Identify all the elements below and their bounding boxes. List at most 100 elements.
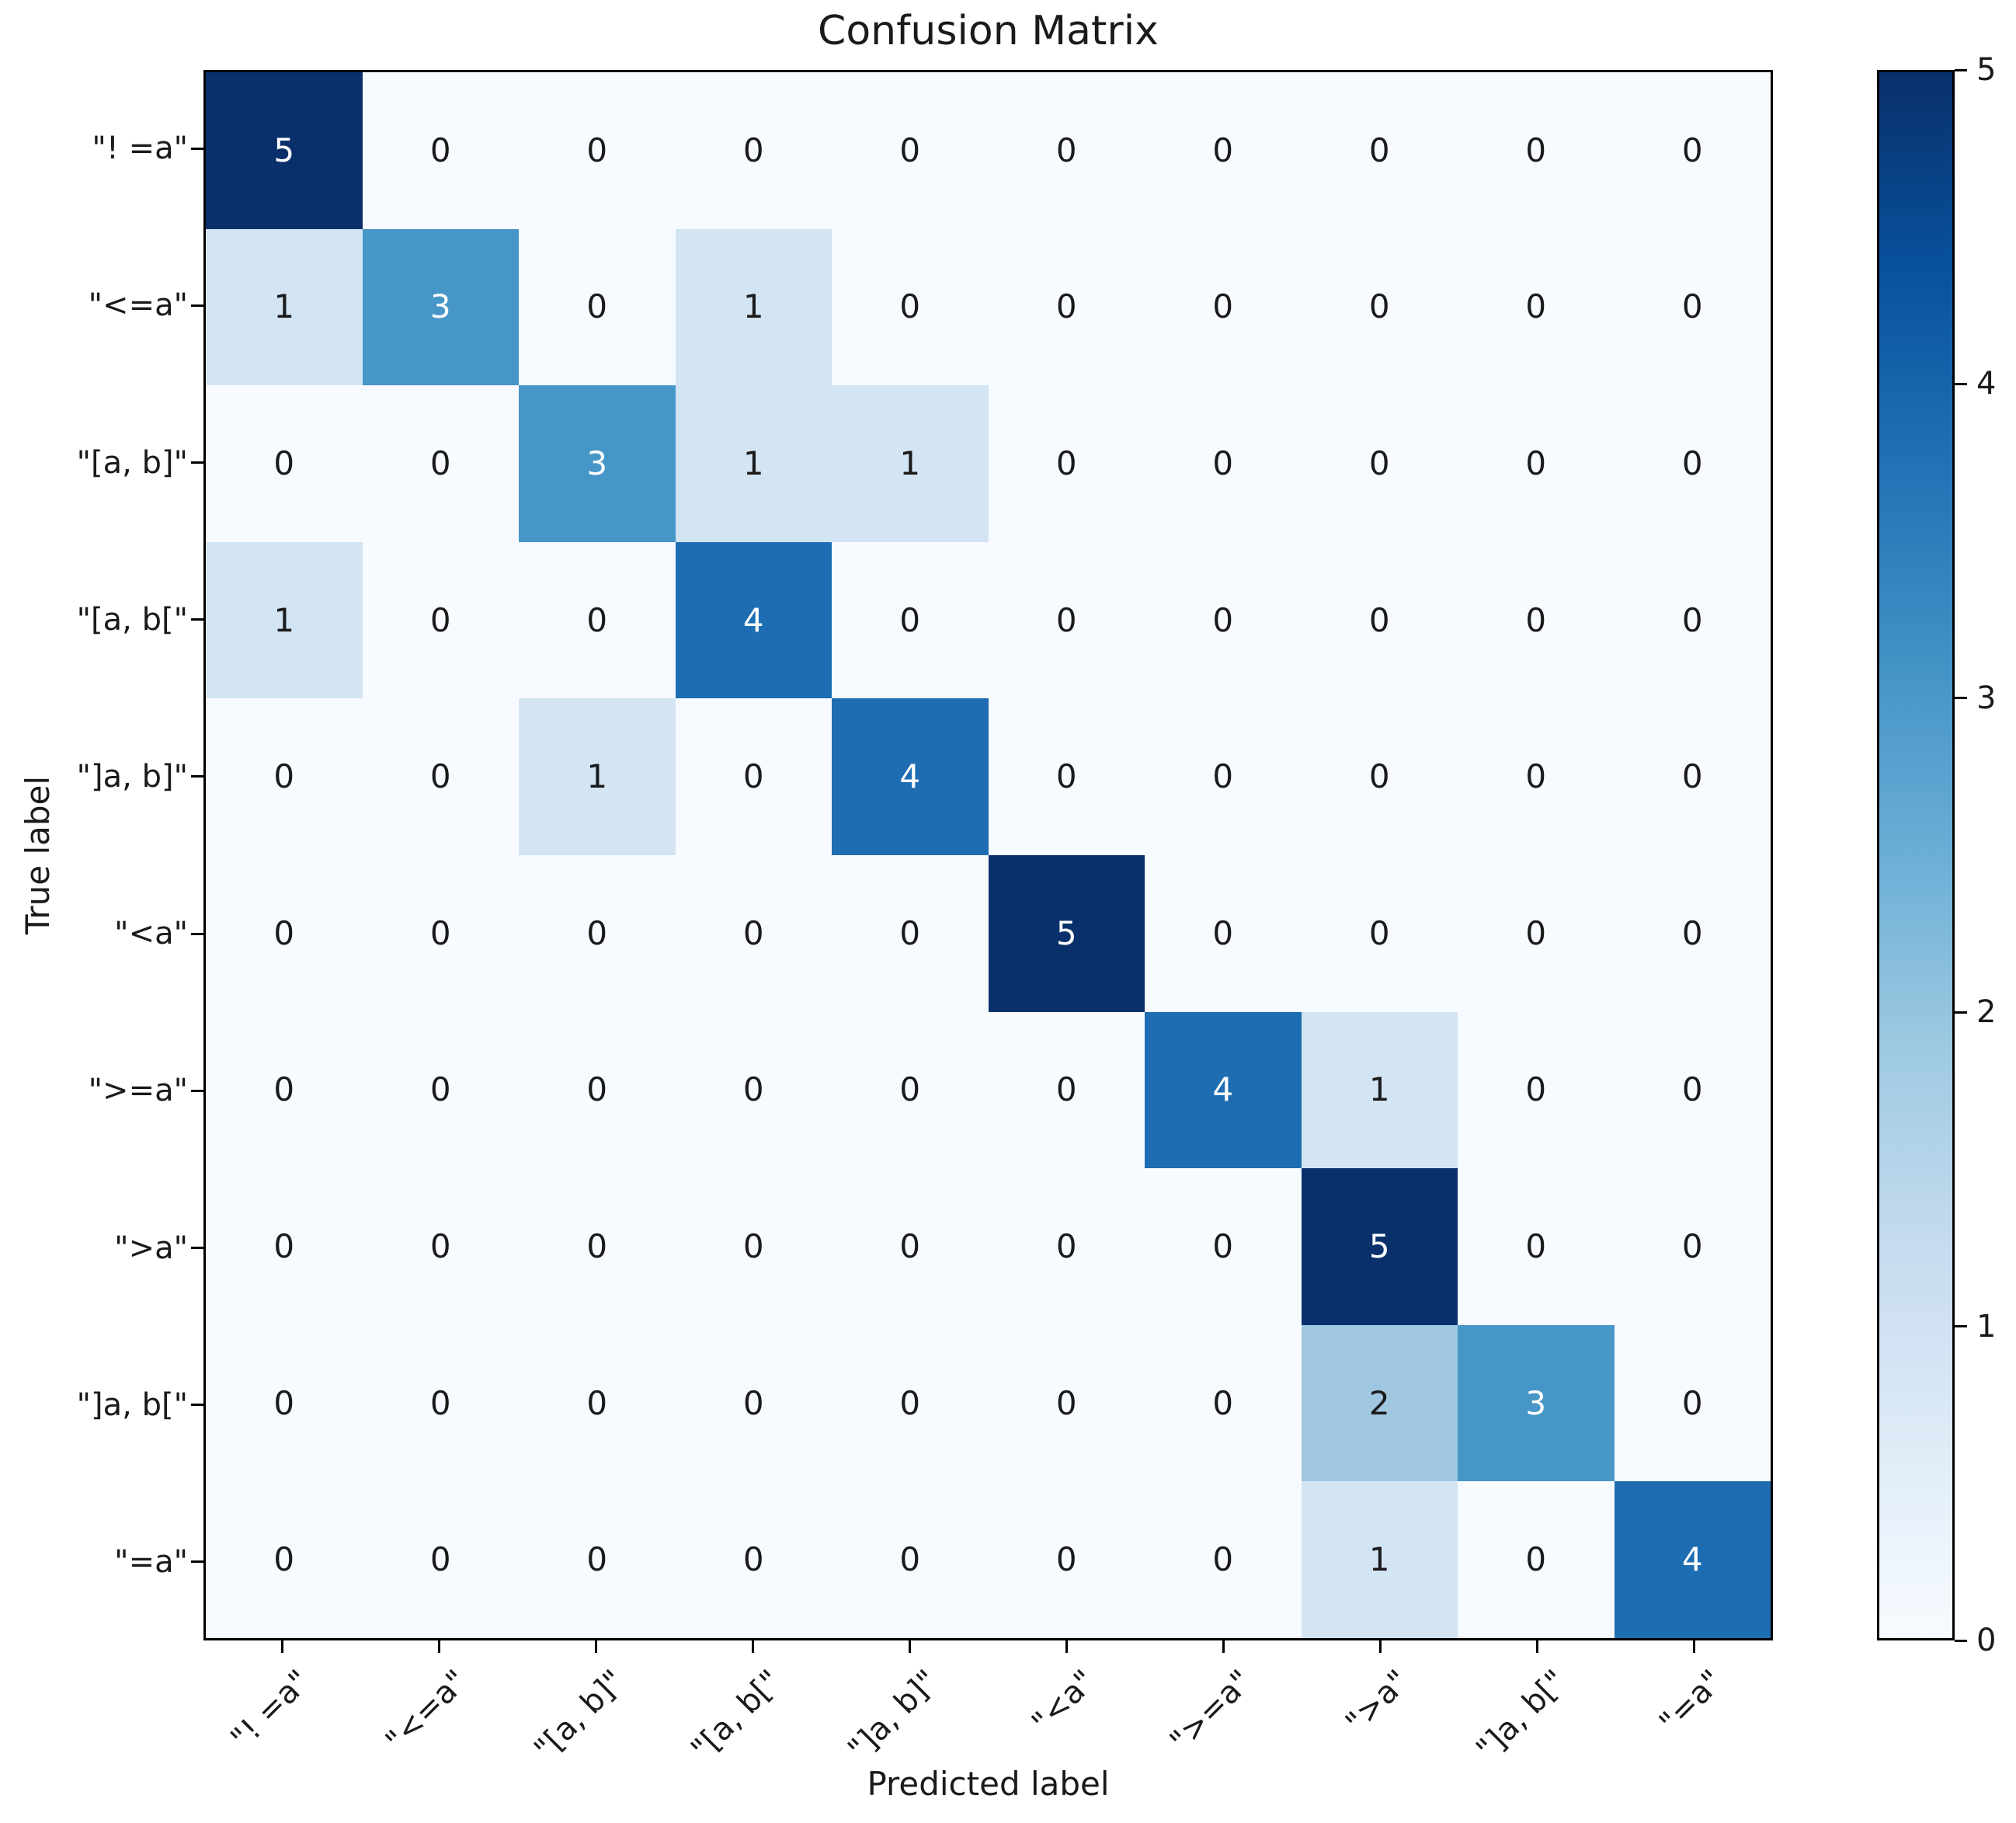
y-tick-label-8: "]a, b[" (76, 1386, 188, 1423)
x-tick-mark-3 (751, 1640, 754, 1653)
cell-r6-c2: 0 (519, 1011, 676, 1169)
cell-r2-c5: 0 (988, 385, 1145, 542)
cell-r1-c4: 0 (832, 228, 989, 386)
cell-r1-c5: 0 (988, 228, 1145, 386)
x-tick-mark-8 (1536, 1640, 1539, 1653)
cell-r6-c0: 0 (206, 1011, 363, 1169)
cell-r2-c2: 3 (519, 385, 676, 542)
cell-r4-c7: 0 (1301, 698, 1458, 855)
y-tick-label-0: "! =a" (92, 130, 188, 167)
cell-r8-c6: 0 (1145, 1324, 1302, 1482)
cell-r0-c1: 0 (362, 72, 519, 229)
cell-r9-c3: 0 (675, 1481, 832, 1638)
cell-r8-c8: 3 (1458, 1324, 1615, 1482)
y-tick-mark-7 (191, 1247, 203, 1249)
cell-r0-c0: 5 (206, 72, 363, 229)
cell-r9-c1: 0 (362, 1481, 519, 1638)
cell-r7-c6: 0 (1145, 1168, 1302, 1325)
y-tick-label-1: "<=a" (88, 287, 188, 324)
cell-r2-c8: 0 (1458, 385, 1615, 542)
cell-r3-c2: 0 (519, 541, 676, 699)
x-tick-mark-2 (594, 1640, 597, 1653)
cell-r7-c5: 0 (988, 1168, 1145, 1325)
cell-r8-c7: 2 (1301, 1324, 1458, 1482)
x-tick-label-3: "[a, b[" (684, 1663, 789, 1768)
y-tick-mark-6 (191, 1089, 203, 1092)
cell-r4-c4: 4 (832, 698, 989, 855)
cell-r0-c8: 0 (1458, 72, 1615, 229)
cell-r6-c1: 0 (362, 1011, 519, 1169)
cell-r7-c3: 0 (675, 1168, 832, 1325)
cell-r5-c9: 0 (1614, 855, 1771, 1012)
y-tick-label-4: "]a, b]" (76, 758, 188, 795)
cell-r1-c2: 0 (519, 228, 676, 386)
cell-r2-c9: 0 (1614, 385, 1771, 542)
cell-r7-c4: 0 (832, 1168, 989, 1325)
cell-r4-c8: 0 (1458, 698, 1615, 855)
cell-r5-c4: 0 (832, 855, 989, 1012)
colorbar-tick-mark-0 (1955, 68, 1967, 71)
cell-r4-c3: 0 (675, 698, 832, 855)
cell-r7-c8: 0 (1458, 1168, 1615, 1325)
cell-r1-c8: 0 (1458, 228, 1615, 386)
cell-r0-c5: 0 (988, 72, 1145, 229)
cell-r4-c2: 1 (519, 698, 676, 855)
cell-r6-c4: 0 (832, 1011, 989, 1169)
cell-r3-c9: 0 (1614, 541, 1771, 699)
cell-r6-c7: 1 (1301, 1011, 1458, 1169)
x-tick-mark-6 (1222, 1640, 1225, 1653)
cell-r6-c3: 0 (675, 1011, 832, 1169)
cell-r3-c7: 0 (1301, 541, 1458, 699)
cell-r9-c8: 0 (1458, 1481, 1615, 1638)
cell-r8-c2: 0 (519, 1324, 676, 1482)
cell-r0-c7: 0 (1301, 72, 1458, 229)
cell-r1-c6: 0 (1145, 228, 1302, 386)
cell-r3-c6: 0 (1145, 541, 1302, 699)
cell-r1-c3: 1 (675, 228, 832, 386)
y-tick-mark-8 (191, 1404, 203, 1407)
cell-r0-c9: 0 (1614, 72, 1771, 229)
x-tick-label-1: "<=a" (378, 1663, 474, 1759)
x-axis-label: Predicted label (867, 1765, 1110, 1803)
cell-r4-c5: 0 (988, 698, 1145, 855)
cell-r1-c7: 0 (1301, 228, 1458, 386)
y-tick-label-6: ">=a" (88, 1073, 188, 1109)
y-tick-mark-0 (191, 147, 203, 150)
x-tick-label-4: "]a, b]" (841, 1663, 946, 1768)
colorbar-gradient (1879, 72, 1952, 1638)
x-tick-label-5: "<a" (1024, 1663, 1103, 1741)
x-tick-mark-9 (1693, 1640, 1696, 1653)
cell-r3-c1: 0 (362, 541, 519, 699)
cell-r6-c6: 4 (1145, 1011, 1302, 1169)
cell-r3-c5: 0 (988, 541, 1145, 699)
y-tick-mark-2 (191, 461, 203, 464)
cell-r3-c8: 0 (1458, 541, 1615, 699)
y-tick-label-9: "=a" (114, 1543, 188, 1580)
y-tick-mark-4 (191, 775, 203, 778)
colorbar-tick-mark-4 (1955, 1325, 1967, 1328)
cell-r6-c8: 0 (1458, 1011, 1615, 1169)
cell-r9-c2: 0 (519, 1481, 676, 1638)
cell-r4-c1: 0 (362, 698, 519, 855)
cell-r2-c4: 1 (832, 385, 989, 542)
x-tick-mark-0 (280, 1640, 283, 1653)
cell-r9-c0: 0 (206, 1481, 363, 1638)
colorbar-tick-label-3: 2 (1976, 994, 1997, 1031)
cell-r2-c7: 0 (1301, 385, 1458, 542)
x-tick-label-9: "=a" (1653, 1663, 1730, 1741)
cell-r7-c7: 5 (1301, 1168, 1458, 1325)
colorbar-tick-label-5: 0 (1976, 1623, 1997, 1658)
cell-r9-c7: 1 (1301, 1481, 1458, 1638)
y-tick-label-7: ">a" (114, 1230, 188, 1266)
colorbar-tick-mark-5 (1955, 1639, 1967, 1642)
x-tick-label-0: "! =a" (224, 1663, 318, 1757)
cell-r8-c5: 0 (988, 1324, 1145, 1482)
cell-r2-c3: 1 (675, 385, 832, 542)
y-tick-mark-5 (191, 932, 203, 935)
cell-r5-c0: 0 (206, 855, 363, 1012)
y-tick-mark-1 (191, 304, 203, 307)
x-tick-mark-7 (1379, 1640, 1382, 1653)
y-axis-label: True label (19, 775, 57, 935)
cell-r5-c5: 5 (988, 855, 1145, 1012)
cell-r7-c9: 0 (1614, 1168, 1771, 1325)
